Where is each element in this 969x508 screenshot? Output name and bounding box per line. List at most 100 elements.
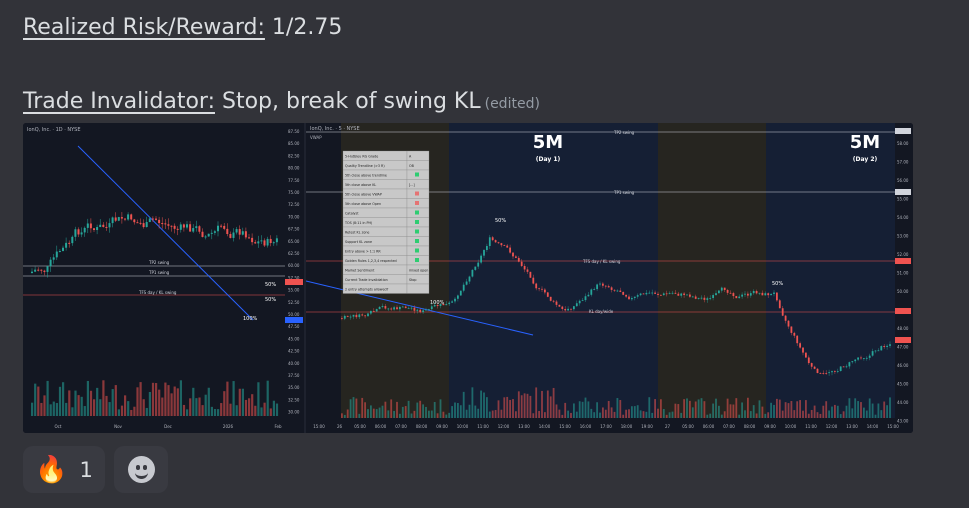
five-min-price-tick: 53.00 [897, 234, 909, 239]
five-min-volume-bar [622, 414, 625, 418]
fire-reaction[interactable]: 🔥 1 [23, 446, 105, 493]
daily-price-tick: 37.50 [288, 373, 300, 378]
five-min-volume-bar [880, 410, 883, 418]
five-min-volume-bar [497, 400, 500, 418]
daily-candle-body [269, 238, 272, 244]
daily-volume-bar [266, 380, 269, 416]
five-min-volume-bar [845, 405, 848, 418]
five-min-candle-body [404, 306, 407, 309]
five-min-candle-body [573, 306, 575, 310]
five-min-price-tick: 52.00 [897, 252, 909, 257]
five-min-volume-bar [810, 409, 813, 418]
five-min-candle-body [889, 344, 891, 346]
five-min-candle-body [648, 292, 651, 294]
five-min-candle-body [474, 266, 477, 270]
five-min-volume-bar [593, 412, 596, 418]
daily-price-tick: 60.00 [288, 263, 300, 268]
five-min-volume-bar [341, 413, 343, 418]
checklist-status-icon [415, 239, 419, 243]
five-min-price-labels: 58.00 57.00 56.00 55.00 54.00 53.00 52.00 51.00… [897, 141, 909, 424]
five-min-candle-body [370, 311, 372, 314]
daily-candle-body [124, 218, 126, 220]
five-min-volume [341, 387, 891, 418]
five-min-candle-body [544, 289, 546, 293]
five-min-volume-bar [372, 408, 375, 418]
five-min-volume-bar [532, 413, 535, 418]
five-min-volume-bar [346, 409, 349, 418]
five-min-price-tick: 51.00 [897, 271, 909, 276]
daily-candle-body [192, 228, 195, 232]
five-min-volume-bar [555, 404, 558, 418]
five-min-volume-bar [526, 393, 529, 418]
five-min-volume-bar [352, 397, 355, 418]
five-min-volume-bar [860, 402, 862, 418]
five-min-volume-bar [378, 407, 381, 418]
smiley-icon [127, 456, 155, 483]
daily-candle-body [254, 242, 257, 244]
five-min-volume-bar [825, 401, 828, 418]
tp1-price-marker [895, 189, 911, 195]
five-min-volume-bar [834, 404, 836, 418]
daily-candle-body [114, 217, 117, 221]
five-min-volume-bar [851, 408, 854, 418]
five-min-price-tick: 44.00 [897, 400, 909, 405]
five-min-volume-bar [807, 413, 810, 418]
five-min-candle-body [535, 283, 538, 289]
daily-price-tick: 30.00 [288, 410, 300, 415]
daily-candle-body [83, 227, 86, 233]
five-min-volume-bar [558, 409, 561, 418]
five-min-candle-body [697, 297, 700, 299]
daily-volume-bar [198, 397, 201, 416]
five-min-candle-body [541, 288, 543, 290]
daily-price-tick: 82.50 [288, 153, 300, 158]
five-min-price-tick: 45.00 [897, 382, 909, 387]
chart-screenshot-attachment[interactable]: IonQ, Inc. · 1D · NYSE TP2 swing TP1 swi… [23, 123, 913, 433]
five-min-volume-bar [889, 397, 891, 418]
five-min-volume-bar [865, 410, 868, 418]
five-min-candle-body [694, 296, 697, 299]
daily-volume-bar [210, 406, 213, 416]
five-min-volume-bar [552, 387, 555, 418]
five-min-volume-bar [544, 412, 546, 418]
daily-candle-body [142, 223, 145, 228]
five-min-volume-bar [778, 399, 781, 418]
five-min-volume-bar [784, 402, 787, 418]
five-min-volume-bar [517, 391, 520, 418]
daily-price-marker [285, 279, 303, 285]
five-min-time-tick: 17:00 [600, 424, 612, 429]
daily-volume-bar [269, 408, 272, 416]
five-min-candle-body [735, 296, 738, 299]
five-min-candle-body [744, 293, 746, 295]
five-min-volume-bar [720, 414, 723, 418]
five-min-candle-body [799, 343, 801, 348]
five-min-volume-bar [590, 408, 593, 418]
daily-volume-bar [170, 393, 173, 416]
five-min-volume-bar [410, 413, 413, 418]
five-min-candle-body [546, 292, 549, 297]
five-min-candle-body [364, 315, 366, 317]
daily-volume-bar [43, 395, 46, 416]
five-min-volume-bar [468, 404, 471, 418]
tfs-price-marker [895, 258, 911, 264]
daily-candle-body [213, 231, 216, 233]
five-min-candle-body [622, 291, 625, 295]
daily-volume-bar [124, 395, 127, 416]
daily-candle-body [108, 223, 111, 228]
five-min-volume-bar [689, 400, 691, 418]
five-min-time-tick: 08:00 [744, 424, 756, 429]
five-min-time-tick: 10:00 [785, 424, 797, 429]
five-min-candle-body [523, 266, 526, 270]
five-min-volume-bar [401, 406, 404, 418]
five-min-time-tick: 06:00 [375, 424, 387, 429]
add-reaction-button[interactable] [114, 446, 168, 493]
fire-icon: 🔥 [35, 454, 68, 485]
five-min-candle-body [538, 288, 540, 290]
five-min-candle-body [468, 276, 471, 282]
daily-volume-bar [86, 380, 89, 416]
five-min-candle-body [807, 357, 810, 364]
five-min-volume-bar [871, 403, 874, 418]
daily-volume-bar [31, 402, 34, 416]
five-min-volume-bar [738, 414, 741, 418]
day2-title: 5M [850, 132, 880, 153]
daily-price-marker-blue [285, 317, 303, 323]
